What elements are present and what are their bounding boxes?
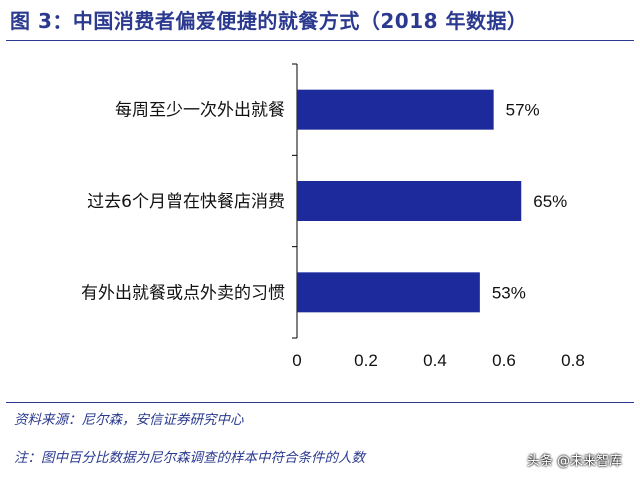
chart-axes <box>292 63 298 339</box>
x-tick-label: 0.6 <box>492 351 516 370</box>
value-label: 57% <box>506 101 540 120</box>
x-tick-labels: 0 0.2 0.4 0.6 0.8 <box>292 351 585 370</box>
x-tick-label: 0.2 <box>354 351 378 370</box>
chart-title: 图 3：中国消费者偏爱便捷的就餐方式（2018 年数据） <box>10 8 528 33</box>
top-divider <box>6 40 634 41</box>
category-label: 有外出就餐或点外卖的习惯 <box>81 283 285 303</box>
category-label: 过去6个月曾在快餐店消费 <box>87 192 285 212</box>
x-tick-label: 0.8 <box>561 351 585 370</box>
category-label: 每周至少一次外出就餐 <box>115 101 285 121</box>
bar <box>297 181 522 221</box>
footnote: 注：图中百分比数据为尼尔森调查的样本中符合条件的人数 <box>14 450 365 466</box>
bottom-divider <box>6 402 634 403</box>
value-label: 53% <box>492 283 526 302</box>
source-note: 资料来源：尼尔森，安信证券研究中心 <box>14 412 244 428</box>
bar <box>297 272 480 313</box>
value-label: 65% <box>533 192 567 211</box>
x-tick-label: 0.4 <box>423 351 447 370</box>
bar <box>297 89 494 130</box>
chart-bars <box>297 89 522 313</box>
x-tick-label: 0 <box>292 351 301 370</box>
value-labels: 57% 65% 53% <box>492 101 567 303</box>
chart-title-bar: 图 3：中国消费者偏爱便捷的就餐方式（2018 年数据） <box>0 0 640 38</box>
watermark: 头条 @未来智库 <box>526 454 622 469</box>
